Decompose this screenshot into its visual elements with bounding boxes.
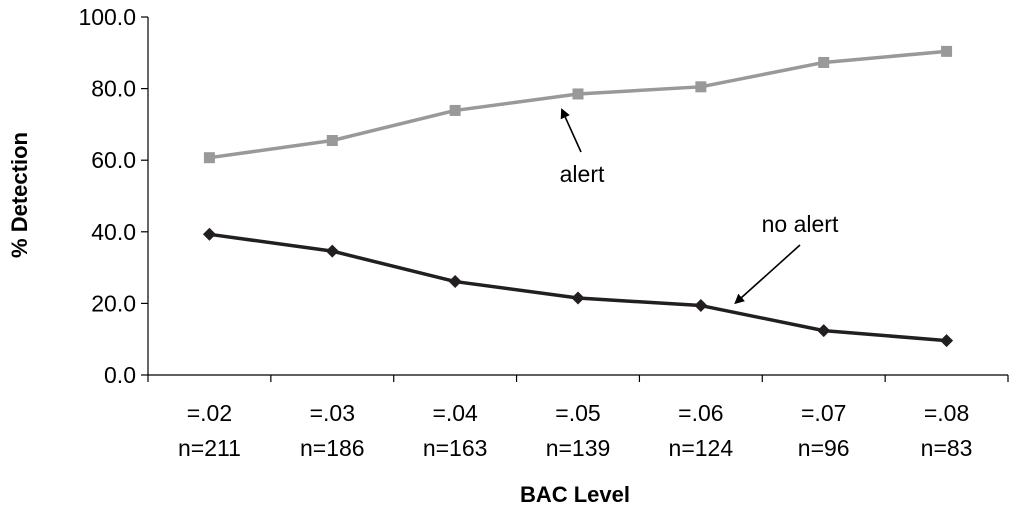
x-tick-label-n: n=186: [300, 435, 365, 461]
data-point-alert: [203, 152, 215, 164]
data-point-no-alert: [940, 334, 954, 348]
data-point-alert: [695, 81, 707, 93]
x-tick-label-n: n=124: [669, 435, 734, 461]
x-tick-label-n: n=163: [423, 435, 488, 461]
annotation-label-no-alert: no alert: [762, 211, 839, 237]
annotation-arrow-no-alert: [734, 244, 801, 305]
y-tick-label: 100.0: [78, 4, 136, 30]
data-point-alert: [326, 135, 338, 147]
x-tick-label-bac: =.04: [432, 400, 478, 426]
y-tick-label: 80.0: [91, 76, 136, 102]
data-point-no-alert: [325, 244, 339, 258]
x-tick-label-bac: =.02: [187, 400, 232, 426]
data-point-no-alert: [694, 299, 708, 313]
x-axis-title: BAC Level: [520, 482, 630, 507]
series-group: [202, 45, 954, 348]
data-point-alert: [449, 104, 461, 116]
y-tick-label: 40.0: [91, 219, 136, 245]
x-tick-label-bac: =.06: [678, 400, 723, 426]
series-line-alert: [209, 49, 947, 160]
data-point-alert: [818, 56, 830, 68]
annotation-arrow-alert: [560, 108, 582, 153]
y-axis: 0.0 20.0 40.0 60.0 80.0 100.0: [78, 4, 149, 388]
x-tick-label-n: n=139: [546, 435, 611, 461]
data-point-no-alert: [817, 324, 831, 338]
x-tick-label-n: n=96: [798, 435, 850, 461]
x-tick-label-bac: =.08: [924, 400, 969, 426]
series-line-no-alert: [209, 232, 947, 343]
y-tick-label: 20.0: [91, 290, 136, 316]
data-point-no-alert: [448, 275, 462, 289]
data-point-alert: [572, 88, 584, 100]
y-tick-label: 60.0: [91, 147, 136, 173]
data-point-no-alert: [202, 227, 216, 241]
y-tick-label: 0.0: [104, 362, 136, 388]
annotations: alert no alert: [560, 108, 839, 305]
x-tick-label-n: n=83: [921, 435, 973, 461]
data-point-alert: [941, 45, 953, 57]
y-axis-title: % Detection: [7, 132, 32, 258]
x-tick-label-n: n=211: [178, 435, 241, 461]
x-tick-label-bac: =.03: [310, 400, 355, 426]
x-tick-label-bac: =.05: [555, 400, 600, 426]
annotation-label-alert: alert: [560, 161, 605, 187]
x-axis: =.02 n=211 =.03 n=186 =.04 n=163 =.05 n=139 =.06…: [147, 374, 1009, 461]
data-point-no-alert: [571, 291, 585, 305]
x-tick-label-bac: =.07: [801, 400, 846, 426]
